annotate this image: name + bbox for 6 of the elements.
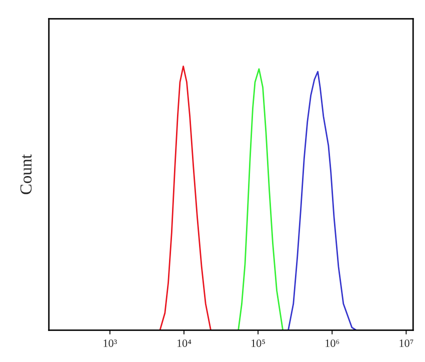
x-tick-label: 10³	[104, 339, 117, 347]
y-axis-title: Count	[20, 154, 32, 194]
x-tick-label: 10⁵	[252, 339, 265, 347]
x-tick-label: 10⁶	[326, 339, 340, 347]
x-tick-label: 10⁷	[400, 339, 414, 347]
x-tick-label: 10⁴	[177, 339, 192, 347]
